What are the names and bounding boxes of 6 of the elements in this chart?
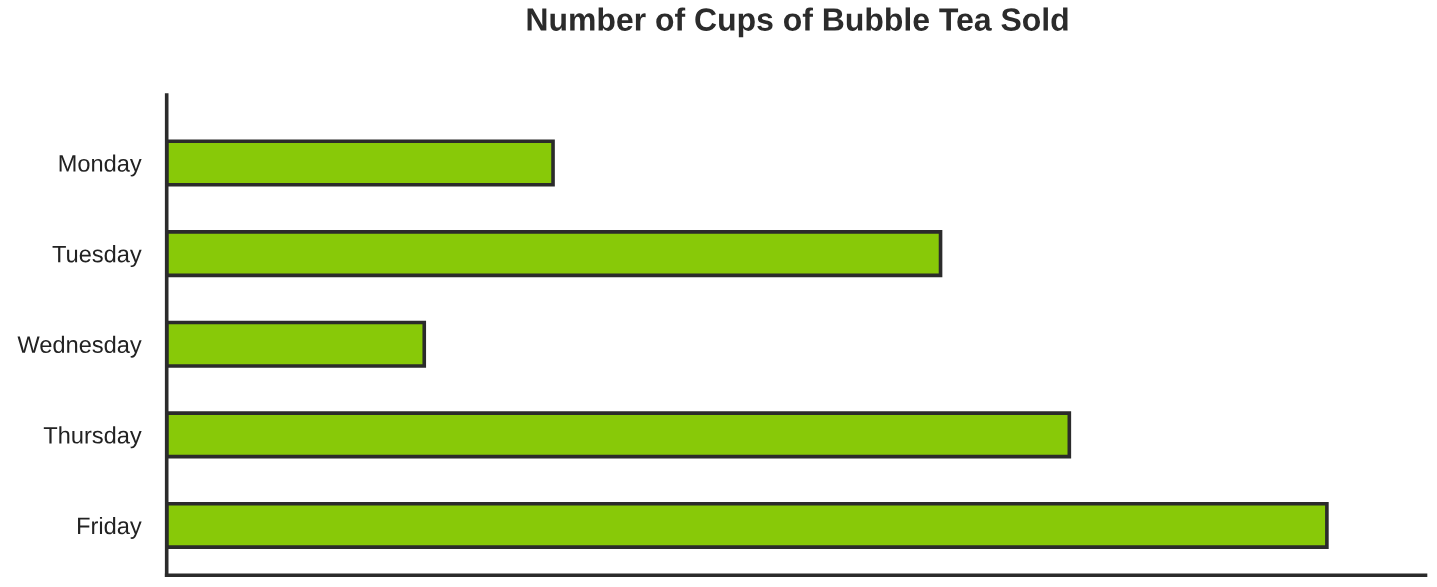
y-tick-label: Monday	[59, 154, 142, 177]
y-tick-label: Friday	[78, 516, 142, 539]
y-tick-label: Tuesday	[52, 245, 142, 268]
y-tick-label: Thursday	[43, 426, 142, 449]
y-tick-label: Wednesday	[17, 335, 142, 358]
chart-title: Number of Cups of Bubble Tea Sold	[527, 7, 1068, 38]
